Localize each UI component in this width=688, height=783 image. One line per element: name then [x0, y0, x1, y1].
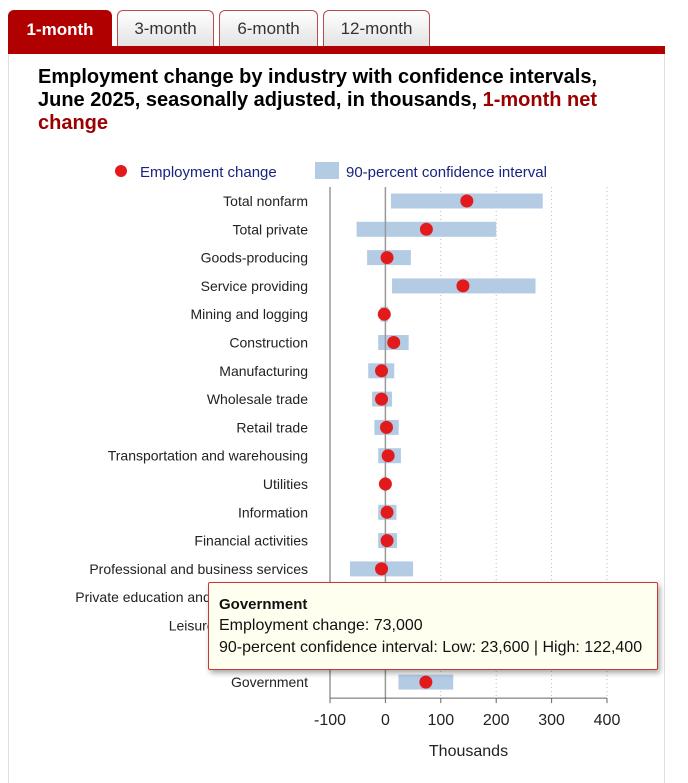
data-point — [380, 251, 394, 265]
category-label: Professional and business services — [89, 561, 308, 577]
legend-interval-icon — [315, 162, 339, 179]
category-label: Retail trade — [236, 419, 308, 435]
category-label: Total nonfarm — [223, 193, 308, 209]
data-point — [456, 279, 470, 293]
data-point — [380, 534, 394, 548]
x-tick-label: 400 — [594, 712, 621, 729]
legend-point-icon — [115, 165, 127, 177]
data-point — [377, 307, 391, 321]
chart-panel — [8, 54, 665, 783]
tab-3-month[interactable]: 3-month — [117, 10, 214, 46]
data-point — [378, 477, 392, 491]
tooltip-line-change: Employment change: 73,000 — [219, 617, 423, 634]
tab-12-month[interactable]: 12-month — [323, 10, 430, 46]
legend-label-employment-change: Employment change — [140, 164, 277, 181]
x-tick-label: 300 — [538, 712, 565, 729]
data-points — [375, 194, 474, 689]
category-label: Information — [238, 504, 308, 520]
data-point — [375, 364, 389, 378]
data-point — [419, 222, 433, 236]
category-label: Total private — [233, 221, 309, 237]
category-label: Manufacturing — [219, 363, 308, 379]
category-label: Financial activities — [194, 533, 308, 549]
data-point — [375, 562, 389, 576]
tooltip: Government Employment change: 73,000 90-… — [208, 582, 658, 670]
chart-title-main: Employment change by industry with confi… — [38, 66, 598, 111]
chart-title: Employment change by industry with confi… — [38, 66, 628, 135]
tick-labels: -100 0 100 200 300 400 Thousands — [314, 712, 620, 760]
category-label: Utilities — [263, 476, 308, 492]
category-label: Goods-producing — [201, 250, 308, 266]
tooltip-title: Government — [219, 596, 308, 613]
x-tick-label: -100 — [314, 712, 346, 729]
data-point — [375, 392, 389, 406]
category-label: Wholesale trade — [207, 391, 308, 407]
category-label: Mining and logging — [190, 306, 308, 322]
tab-bar — [8, 46, 665, 54]
x-tick-label: 100 — [427, 712, 454, 729]
x-tick-label: 200 — [483, 712, 510, 729]
data-point — [381, 449, 395, 463]
data-point — [380, 420, 394, 434]
category-label: Construction — [229, 335, 308, 351]
x-tick-label: 0 — [381, 712, 390, 729]
tab-6-month[interactable]: 6-month — [219, 10, 318, 46]
category-label: Transportation and warehousing — [108, 448, 308, 464]
tooltip-line-interval: 90-percent confidence interval: Low: 23,… — [219, 639, 643, 656]
data-point — [460, 194, 474, 208]
chart-legend: Employment change 90-percent confidence i… — [115, 162, 547, 181]
legend-label-confidence-interval: 90-percent confidence interval — [346, 164, 547, 181]
chart-title-accent: 1-month net change — [38, 89, 598, 134]
category-label: Service providing — [201, 278, 308, 294]
data-point — [419, 675, 433, 689]
category-label: Government — [231, 674, 308, 690]
data-point — [387, 336, 401, 349]
x-axis-title: Thousands — [429, 743, 508, 760]
tab-1-month[interactable]: 1-month — [8, 10, 112, 48]
data-point — [380, 505, 394, 519]
